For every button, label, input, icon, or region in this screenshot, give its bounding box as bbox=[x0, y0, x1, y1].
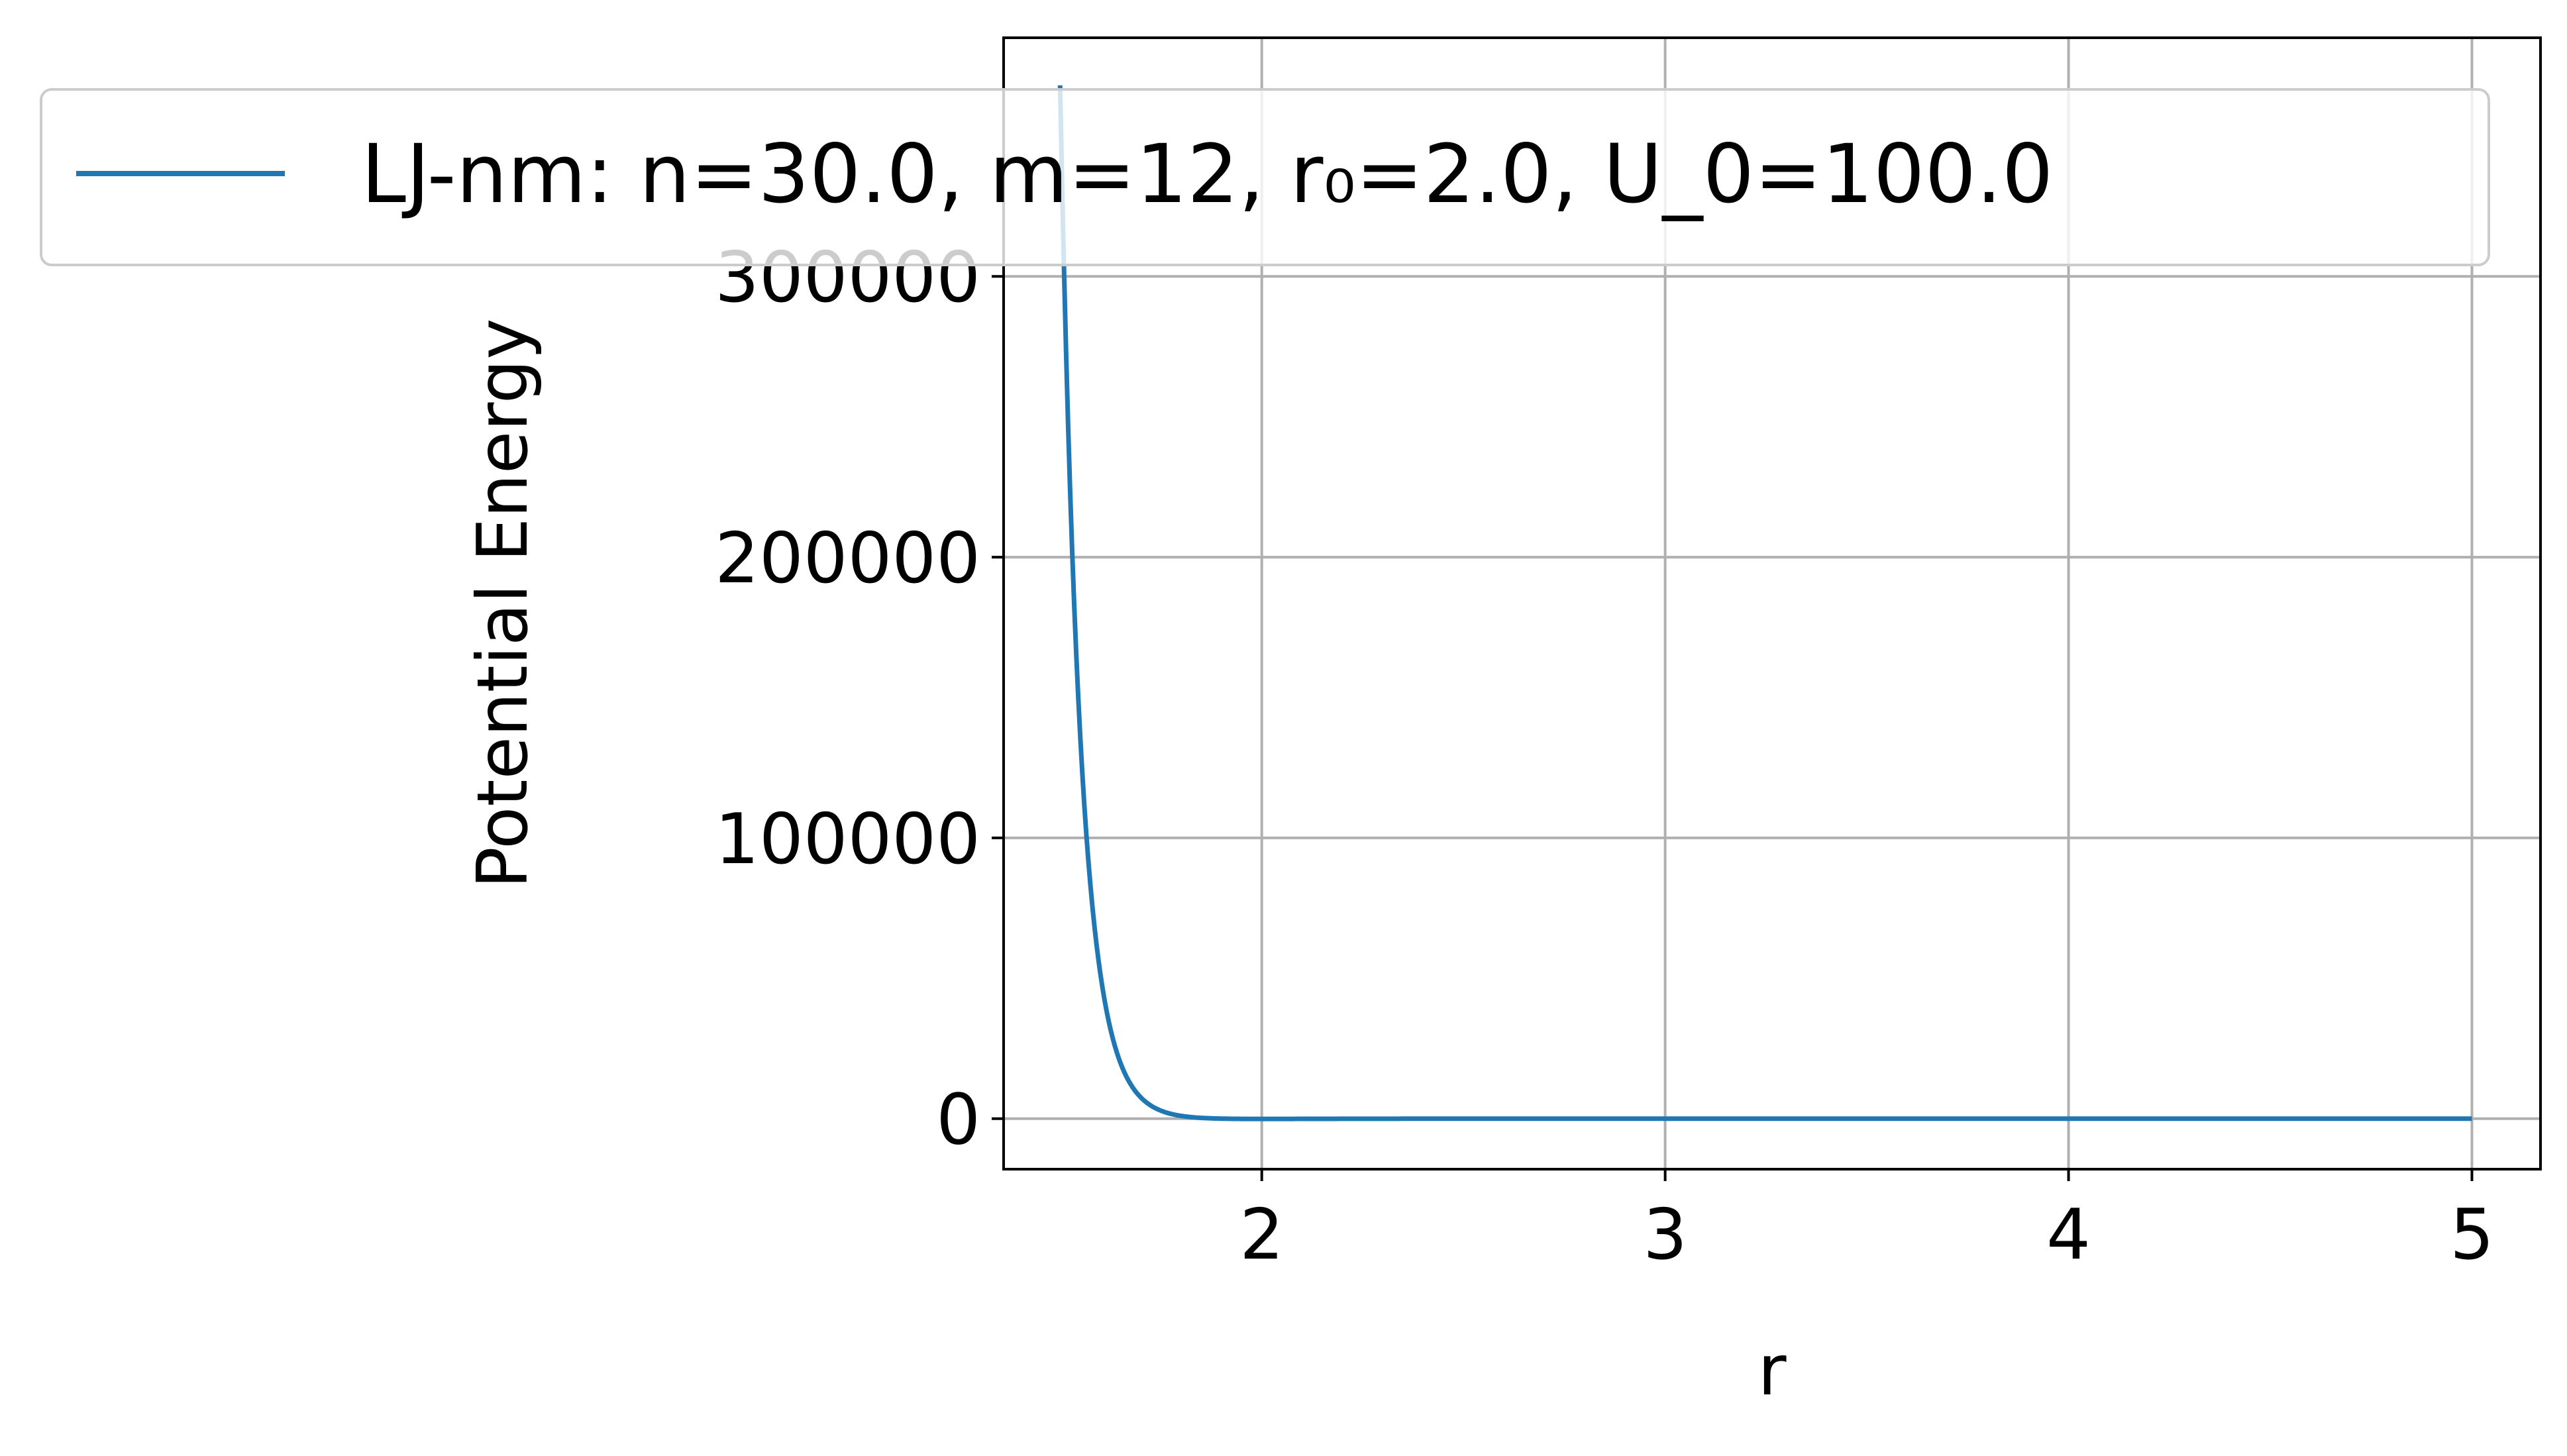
legend-box bbox=[40, 88, 2490, 266]
series-line bbox=[1057, 85, 2472, 1121]
y-tick-label: 0 bbox=[936, 1080, 980, 1161]
y-axis-label: Potential Energy bbox=[462, 319, 543, 889]
x-tick-label: 2 bbox=[1239, 1194, 1284, 1275]
x-tick-label: 3 bbox=[1643, 1194, 1687, 1275]
x-tick-label: 4 bbox=[2046, 1194, 2091, 1275]
plot-frame bbox=[1002, 36, 2542, 1170]
y-tick-label: 100000 bbox=[715, 799, 980, 880]
x-axis-label: r bbox=[1757, 1330, 1787, 1411]
axis-labels: r Potential Energy bbox=[462, 319, 1787, 1411]
x-tick-label: 5 bbox=[2450, 1194, 2494, 1275]
y-tick-label: 200000 bbox=[715, 518, 980, 599]
series-layer bbox=[1057, 85, 2472, 1121]
legend-entry: LJ-nm: n=30.0, m=12, r₀=2.0, U_0=100.0 bbox=[361, 127, 2054, 221]
legend: LJ-nm: n=30.0, m=12, r₀=2.0, U_0=100.0 bbox=[40, 88, 2490, 266]
